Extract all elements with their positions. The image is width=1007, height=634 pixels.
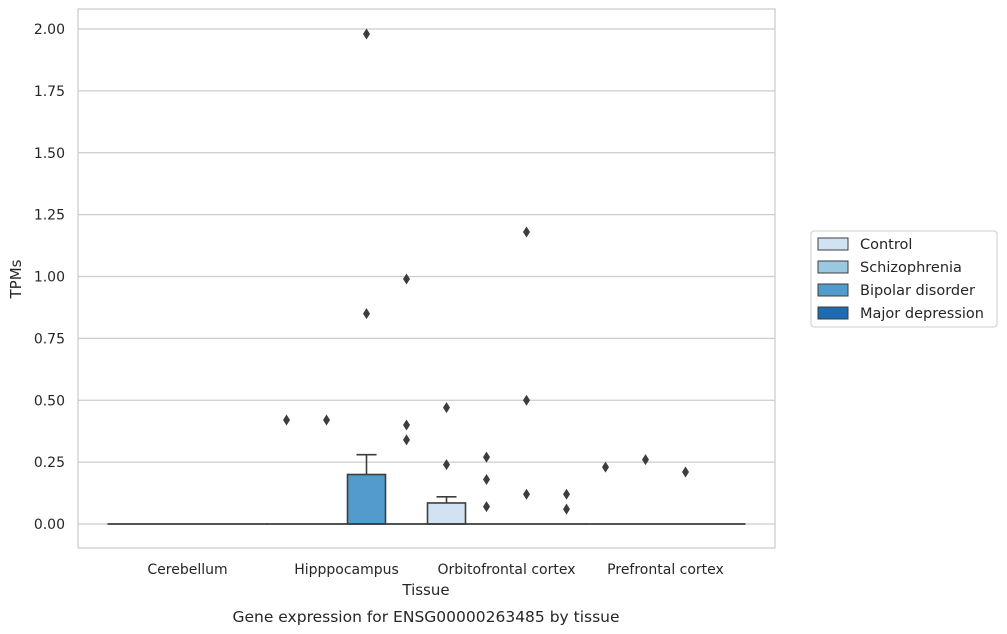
outlier-point xyxy=(602,461,609,473)
legend: Control Schizophrenia Bipolar disorder Majo… xyxy=(810,230,998,328)
box-bipolar-disorder xyxy=(346,453,387,525)
y-tick-label: 0.75 xyxy=(34,331,65,347)
boxes xyxy=(107,453,746,525)
outlier-point xyxy=(523,488,530,500)
legend-label: Bipolar disorder xyxy=(860,283,975,299)
outlier-point xyxy=(403,419,410,431)
outlier-point xyxy=(523,226,530,238)
y-tick-label: 0.00 xyxy=(34,517,65,533)
outlier-point xyxy=(483,473,490,485)
outlier-point xyxy=(443,402,450,414)
outlier-point xyxy=(563,488,570,500)
outlier-points xyxy=(283,28,689,515)
y-tick-label: 2.00 xyxy=(34,22,65,38)
y-axis-label: TPMs xyxy=(7,259,25,299)
gridlines xyxy=(78,28,775,525)
outlier-point xyxy=(483,451,490,463)
plot-frame xyxy=(77,8,776,549)
legend-swatch xyxy=(817,283,849,297)
outlier-point xyxy=(283,414,290,426)
x-axis-label: Tissue xyxy=(401,581,449,599)
legend-swatch xyxy=(817,306,849,320)
outlier-point xyxy=(443,459,450,471)
y-tick-label: 1.00 xyxy=(34,270,65,286)
x-tick-label: Orbitofrontal cortex xyxy=(438,562,576,578)
outlier-point xyxy=(642,454,649,466)
legend-label: Schizophrenia xyxy=(860,260,962,276)
chart-caption: Gene expression for ENSG00000263485 by t… xyxy=(232,608,619,626)
y-tick-label: 1.50 xyxy=(34,146,65,162)
y-tick-labels: 0.00 0.25 0.50 0.75 1.00 1.25 1.50 1.75 2.00 xyxy=(34,22,65,533)
legend-frame xyxy=(810,230,998,328)
box-control xyxy=(426,495,467,525)
legend-swatch xyxy=(817,237,849,251)
legend-label: Control xyxy=(860,237,912,253)
x-tick-label: Cerebellum xyxy=(147,562,227,578)
outlier-point xyxy=(523,394,530,406)
x-tick-label: Prefrontal cortex xyxy=(607,562,724,578)
outlier-point xyxy=(363,28,370,40)
outlier-point xyxy=(563,503,570,515)
y-tick-label: 0.25 xyxy=(34,455,65,471)
outlier-point xyxy=(682,466,689,478)
x-tick-label: Hipppocampus xyxy=(294,562,399,578)
legend-label: Major depression xyxy=(860,306,984,322)
y-tick-label: 1.25 xyxy=(34,208,65,224)
outlier-point xyxy=(403,434,410,446)
outlier-point xyxy=(323,414,330,426)
y-tick-label: 1.75 xyxy=(34,84,65,100)
legend-swatch xyxy=(817,260,849,274)
outlier-point xyxy=(483,501,490,513)
outlier-point xyxy=(403,273,410,285)
y-tick-label: 0.50 xyxy=(34,393,65,409)
x-tick-labels: Cerebellum Hipppocampus Orbitofrontal cort… xyxy=(147,562,723,578)
outlier-point xyxy=(363,308,370,320)
